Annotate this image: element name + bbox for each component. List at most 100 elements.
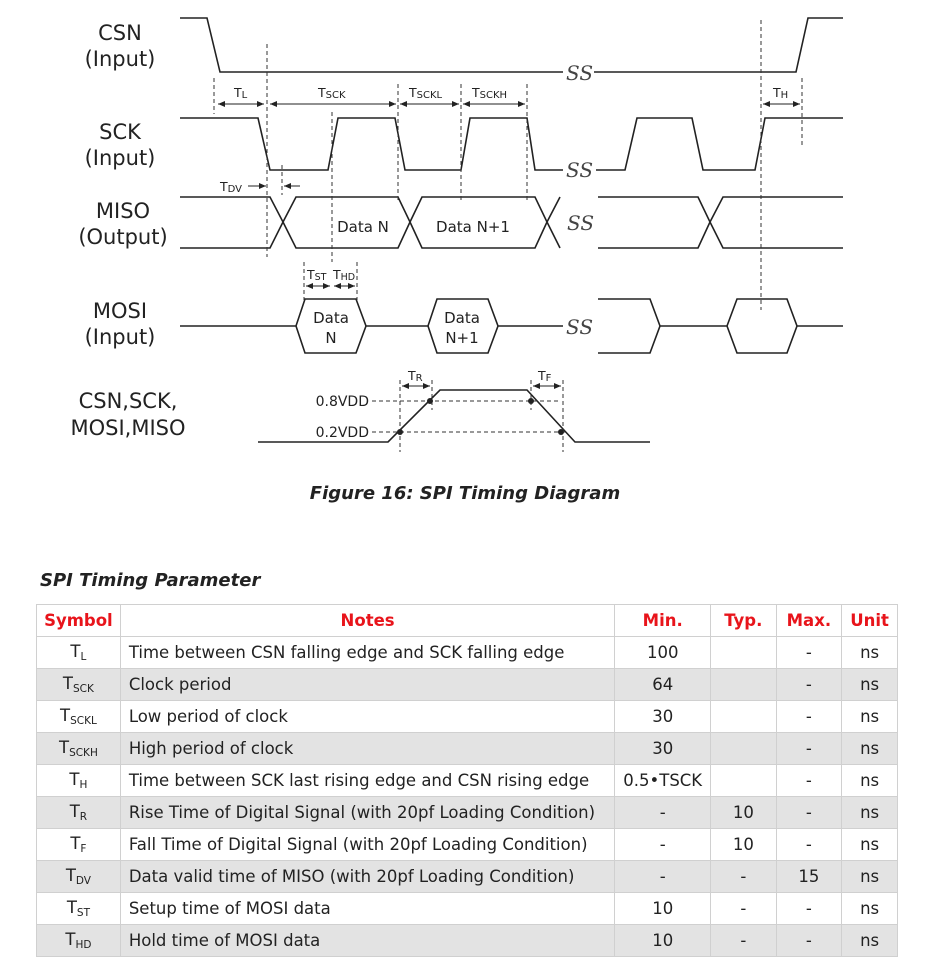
notes-cell: Hold time of MOSI data (119, 924, 616, 957)
spi-timing-diagram: CSN (Input) SCK (Input) MISO (Output) MO… (70, 17, 843, 452)
svg-text:TDV: TDV (219, 179, 242, 195)
symbol-subscript: SCK (73, 683, 94, 695)
sck-waveform-end (596, 117, 843, 171)
miso-waveform-end (598, 196, 843, 249)
notes-cell: Clock period (119, 668, 616, 701)
max-cell: - (775, 892, 843, 925)
typ-cell (710, 636, 777, 669)
symbol-subscript: H (79, 779, 88, 791)
csn-break-mark: SS (566, 61, 593, 85)
symbol-letter: T (65, 930, 76, 949)
symbol-subscript: SCKH (69, 747, 98, 759)
mosi-data-n1-line2: N+1 (445, 329, 478, 347)
symbol-subscript: SCKL (70, 715, 97, 727)
svg-text:THD: THD (332, 267, 355, 283)
notes-cell: Time between CSN falling edge and SCK fa… (119, 636, 616, 669)
notes-cell: Data valid time of MISO (with 20pf Loadi… (119, 860, 616, 893)
svg-text:TSCKL: TSCKL (408, 85, 443, 101)
table-row: TH Time between SCK last rising edge and … (36, 764, 898, 797)
max-cell: - (775, 636, 843, 669)
miso-data-n1: Data N+1 (436, 218, 510, 236)
rise-high-point (427, 398, 433, 404)
symbol-subscript: ST (76, 907, 90, 919)
max-cell: - (775, 828, 843, 861)
table-title: SPI Timing Parameter (40, 570, 261, 591)
fall-high-point (528, 398, 534, 404)
table-row: TF Fall Time of Digital Signal (with 20pf… (36, 828, 898, 861)
symbol-letter: T (69, 770, 80, 789)
typ-cell: - (710, 924, 777, 957)
header-typ: Typ. (710, 604, 777, 637)
mosi-data-n-line2: N (325, 329, 336, 347)
all-signals-label: CSN,SCK, (79, 389, 178, 413)
thd-label: T (332, 267, 341, 282)
tdv-sub: DV (228, 184, 243, 195)
symbol-subscript: L (80, 651, 87, 663)
tsckh-label: T (471, 85, 480, 100)
symbol-cell: TSCK (36, 668, 121, 701)
min-cell: 64 (614, 668, 712, 701)
notes-cell: Time between SCK last rising edge and CS… (119, 764, 616, 797)
svg-text:TL: TL (233, 85, 248, 101)
tf-sub: F (546, 373, 552, 384)
mosi-direction: (Input) (85, 325, 156, 349)
symbol-letter: T (66, 898, 77, 917)
table-row: TR Rise Time of Digital Signal (with 20pf… (36, 796, 898, 829)
sck-direction: (Input) (85, 146, 156, 170)
min-cell: 30 (614, 700, 712, 733)
figure-caption: Figure 16: SPI Timing Diagram (309, 483, 621, 504)
symbol-letter: T (70, 642, 81, 661)
svg-text:TF: TF (537, 368, 552, 384)
typ-cell: - (710, 892, 777, 925)
symbol-subscript: DV (75, 875, 91, 887)
max-cell: - (775, 764, 843, 797)
unit-cell: ns (841, 636, 898, 669)
notes-cell: Setup time of MOSI data (119, 892, 616, 925)
symbol-cell: TST (36, 892, 121, 925)
unit-cell: ns (841, 764, 898, 797)
header-min: Min. (614, 604, 712, 637)
unit-cell: ns (841, 732, 898, 765)
mosi-label: MOSI (93, 299, 147, 323)
header-max: Max. (775, 604, 843, 637)
unit-cell: ns (841, 828, 898, 861)
svg-text:TSCK: TSCK (317, 85, 346, 101)
max-cell: - (775, 924, 843, 957)
typ-cell: 10 (710, 828, 777, 861)
csn-label: CSN (98, 21, 142, 45)
table-row: TL Time between CSN falling edge and SCK … (36, 636, 898, 669)
typ-cell: 10 (710, 796, 777, 829)
symbol-subscript: F (80, 843, 87, 855)
sck-break-mark: SS (566, 158, 593, 182)
table-row: TSCK Clock period 64- ns (36, 668, 898, 701)
notes-cell: High period of clock (119, 732, 616, 765)
spi-timing-table: Symbol Notes Min. Typ. Max. Unit TL Time … (36, 604, 898, 957)
vdd-low-label: 0.2VDD (316, 425, 369, 441)
symbol-cell: TL (36, 636, 121, 669)
symbol-cell: TH (36, 764, 121, 797)
tr-label: T (407, 368, 416, 383)
svg-text:TR: TR (407, 368, 423, 384)
th-label: T (772, 85, 781, 100)
min-cell: - (614, 796, 712, 829)
svg-text:TSCKH: TSCKH (471, 85, 507, 101)
min-cell: 10 (614, 924, 712, 957)
max-cell: - (775, 732, 843, 765)
tsckl-sub: SCKL (417, 90, 443, 101)
tsck-label: T (317, 85, 326, 100)
min-cell: 10 (614, 892, 712, 925)
max-cell: - (775, 796, 843, 829)
miso-direction: (Output) (78, 225, 167, 249)
tl-sub: L (242, 90, 248, 101)
symbol-cell: TF (36, 828, 121, 861)
table-row: THD Hold time of MOSI data 10- - ns (36, 924, 898, 957)
notes-cell: Fall Time of Digital Signal (with 20pf L… (119, 828, 616, 861)
symbol-subscript: R (79, 811, 88, 823)
table-row: TSCKH High period of clock 30- ns (36, 732, 898, 765)
symbol-letter: T (70, 834, 81, 853)
typ-cell (710, 764, 777, 797)
csn-waveform (180, 17, 563, 73)
th-sub: H (781, 90, 789, 101)
notes-cell: Low period of clock (119, 700, 616, 733)
max-cell: 15 (775, 860, 843, 893)
